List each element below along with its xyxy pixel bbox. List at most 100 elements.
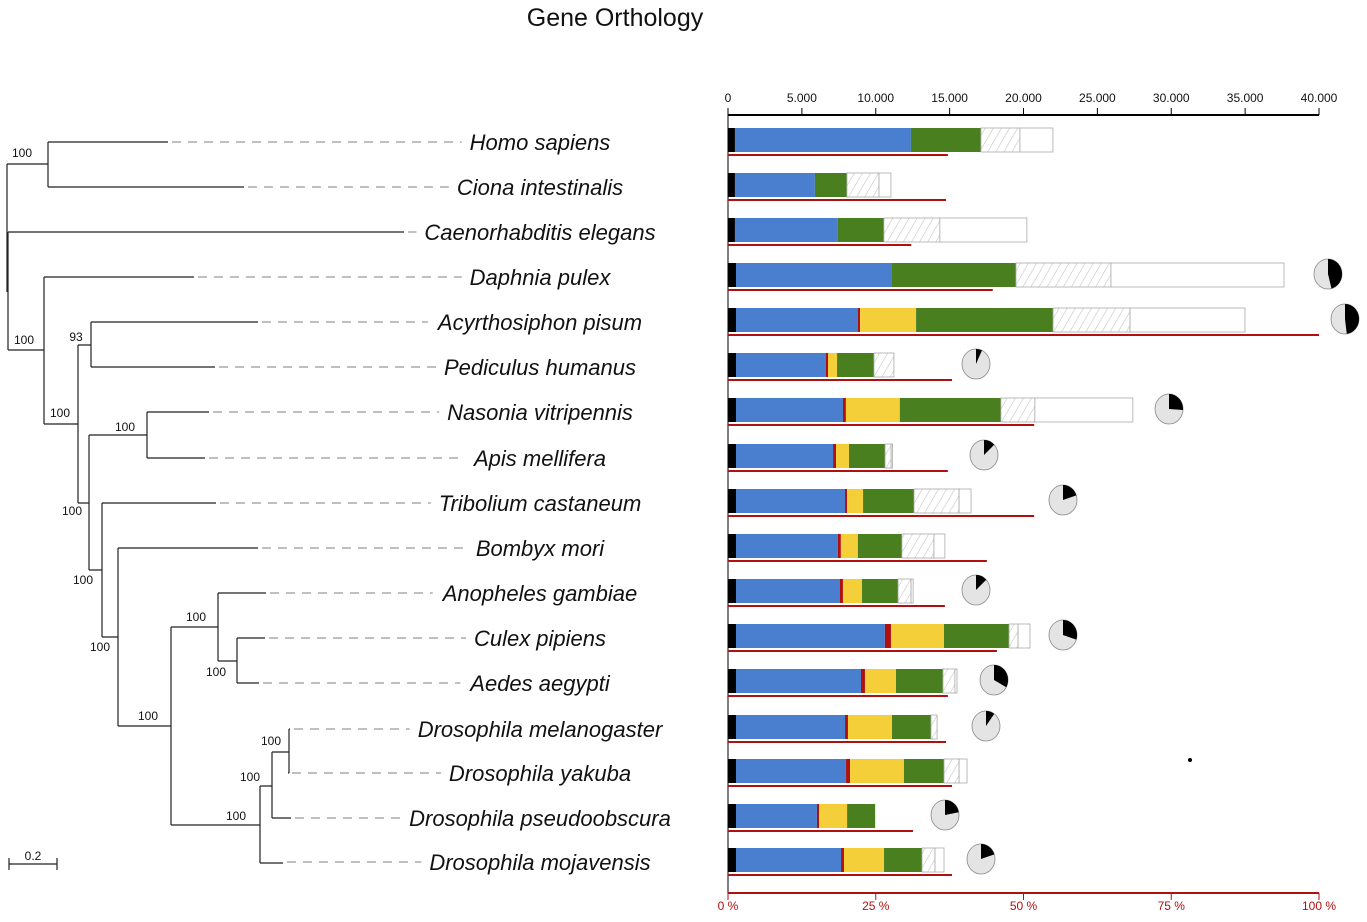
scale-bar xyxy=(8,858,58,870)
species-label: Tribolium castaneum xyxy=(439,491,642,516)
black-segment xyxy=(728,534,736,558)
pie-chart xyxy=(979,664,1009,696)
red-segment xyxy=(839,579,843,603)
hatched-segment xyxy=(873,352,895,378)
yellow-segment xyxy=(860,308,917,332)
blue-segment xyxy=(735,804,817,828)
top-axis-tick-label: 25.000 xyxy=(1079,91,1116,105)
green-segment xyxy=(837,218,884,242)
black-segment xyxy=(728,263,736,287)
blue-segment xyxy=(735,353,826,377)
red-segment xyxy=(846,759,851,783)
species-label: Pediculus humanus xyxy=(444,355,636,380)
pie-slice xyxy=(994,665,1008,688)
red-segment xyxy=(825,353,829,377)
pie-chart xyxy=(971,710,1001,742)
bootstrap-value: 93 xyxy=(69,330,83,344)
species-label: Anopheles gambiae xyxy=(441,581,637,606)
white-segment xyxy=(954,668,958,694)
bottom-axis-tick-label: 0 % xyxy=(718,899,739,913)
bootstrap-value: 100 xyxy=(50,406,70,420)
blue-segment xyxy=(735,624,885,648)
top-axis-tick-label: 30.000 xyxy=(1153,91,1190,105)
black-segment xyxy=(728,624,736,648)
green-segment xyxy=(895,669,943,693)
hatched-segment xyxy=(980,127,1021,153)
bar-row xyxy=(728,352,952,381)
bar-row xyxy=(728,578,945,607)
black-segment xyxy=(728,444,736,468)
pie-slice xyxy=(976,575,987,590)
white-segment xyxy=(1019,127,1054,153)
white-segment xyxy=(1017,623,1031,649)
red-segment xyxy=(837,534,841,558)
pie-chart xyxy=(930,799,960,831)
top-axis-tick-label: 10.000 xyxy=(857,91,894,105)
species-label: Drosophila yakuba xyxy=(449,761,631,786)
tree-branches xyxy=(6,141,404,864)
white-segment xyxy=(939,217,1028,243)
white-segment xyxy=(1110,262,1285,288)
red-segment xyxy=(842,398,846,422)
blue-segment xyxy=(734,173,815,197)
hatched-segment xyxy=(901,533,935,559)
hatched-segment xyxy=(884,443,892,469)
bottom-axis-tick-label: 100 % xyxy=(1302,899,1336,913)
bar-row xyxy=(728,668,958,697)
bootstrap-value: 100 xyxy=(12,146,32,160)
bar-row xyxy=(728,217,1028,246)
species-label: Drosophila melanogaster xyxy=(418,717,664,742)
blue-segment xyxy=(735,534,838,558)
yellow-segment xyxy=(836,444,850,468)
bootstrap-value: 100 xyxy=(73,573,93,587)
bar-row xyxy=(728,804,913,832)
hatched-segment xyxy=(1000,397,1036,423)
black-segment xyxy=(728,489,736,513)
black-segment xyxy=(728,579,736,603)
black-segment xyxy=(728,128,735,152)
red-segment xyxy=(858,308,861,332)
white-segment xyxy=(934,847,945,873)
pies xyxy=(930,258,1360,875)
pie-chart xyxy=(1330,303,1360,335)
pie-chart xyxy=(966,843,996,875)
scale-bar-label: 0.2 xyxy=(25,849,42,863)
top-axis-tick-label: 5.000 xyxy=(787,91,817,105)
species-label: Aedes aegypti xyxy=(468,671,611,696)
hatched-segment xyxy=(846,172,880,198)
pie-chart xyxy=(1048,619,1078,651)
hatched-segment xyxy=(897,578,912,604)
bottom-axis-tick-label: 50 % xyxy=(1010,899,1038,913)
hatched-segment xyxy=(942,668,956,694)
red-segment xyxy=(860,669,865,693)
species-label: Ciona intestinalis xyxy=(457,175,623,200)
pie-chart xyxy=(961,574,991,606)
yellow-segment xyxy=(850,759,904,783)
stray-dot xyxy=(1188,758,1192,762)
bootstrap-value: 100 xyxy=(90,640,110,654)
black-segment xyxy=(728,715,736,739)
bar-row xyxy=(728,443,948,472)
white-segment xyxy=(1034,397,1134,423)
green-segment xyxy=(892,263,1016,287)
blue-segment xyxy=(735,579,840,603)
pie-slice xyxy=(1328,259,1342,289)
top-axis-tick-label: 40.000 xyxy=(1301,91,1338,105)
hatched-segment xyxy=(943,758,960,784)
bar-row xyxy=(728,488,1035,517)
phylogenetic-tree xyxy=(6,141,468,864)
bootstrap-value: 100 xyxy=(226,809,246,823)
pie-chart xyxy=(1154,393,1184,425)
bars xyxy=(728,127,1319,876)
green-segment xyxy=(857,534,902,558)
blue-segment xyxy=(735,669,861,693)
hatched-segment xyxy=(930,714,938,740)
yellow-segment xyxy=(819,804,848,828)
hatched-segment xyxy=(921,847,936,873)
yellow-segment xyxy=(845,398,900,422)
black-segment xyxy=(728,398,736,422)
bar-row xyxy=(728,758,968,787)
yellow-segment xyxy=(840,534,858,558)
bar-row xyxy=(728,262,1285,291)
green-segment xyxy=(944,624,1010,648)
